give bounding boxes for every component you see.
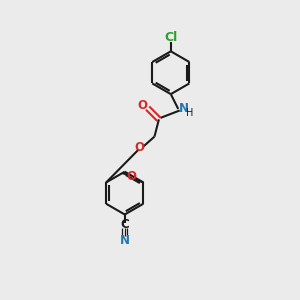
Text: O: O [135,140,145,154]
Text: O: O [137,99,147,112]
Text: N: N [120,234,130,247]
Text: H: H [186,108,194,118]
Text: C: C [120,218,129,231]
Text: O: O [126,170,136,183]
Text: N: N [178,102,189,115]
Text: Cl: Cl [164,31,177,44]
